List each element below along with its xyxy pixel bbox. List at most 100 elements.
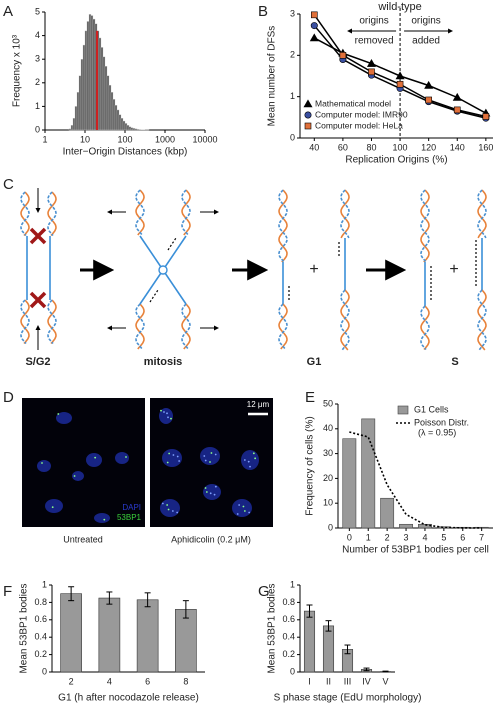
foci — [254, 457, 257, 460]
histogram-bar — [88, 14, 92, 131]
panel-label: D — [3, 389, 14, 406]
foci — [94, 456, 97, 459]
annotation: wild-type — [377, 1, 421, 13]
y-tick-label: 1 — [290, 91, 295, 101]
point — [452, 92, 462, 101]
stage-label: S/G2 — [25, 356, 50, 368]
nucleus — [94, 513, 110, 523]
x-axis-label: Number of 53BP1 bodies per cell — [342, 545, 489, 556]
legend-label: Computer model: IMR90 — [315, 109, 408, 119]
dna-strand — [20, 299, 30, 345]
stage-label: mitosis — [144, 356, 183, 368]
x-tick-label: 7 — [479, 532, 484, 542]
histogram-bar — [72, 117, 76, 131]
dna-strand — [20, 191, 30, 237]
y-axis-label: Mean 53BP1 bodies — [267, 583, 278, 673]
histogram-bar — [132, 128, 136, 131]
foci — [73, 475, 76, 477]
stain-label: 53BP1 — [117, 513, 142, 522]
nucleus — [203, 484, 221, 500]
foci — [204, 487, 207, 489]
foci — [168, 452, 171, 455]
y-tick-label: 0.4 — [282, 632, 295, 642]
histogram-bar — [98, 37, 102, 131]
nucleus — [37, 460, 51, 472]
scale-bar-label: 12 μm — [247, 400, 270, 409]
legend-marker — [304, 122, 312, 130]
annotation: origins — [359, 16, 388, 27]
histogram-bar — [104, 66, 108, 131]
x-axis-label: S phase stage (EdU morphology) — [274, 693, 422, 704]
y-tick-label: 0.2 — [282, 649, 295, 659]
point — [425, 96, 432, 104]
nucleus — [56, 412, 72, 424]
dna-strand — [340, 189, 350, 239]
foci — [214, 453, 217, 456]
histogram-bar — [134, 128, 138, 131]
y-tick-label: 10 — [323, 498, 333, 508]
histogram-bar — [90, 15, 94, 131]
y-tick-label: 0.4 — [34, 632, 47, 642]
dna-strand — [340, 289, 350, 351]
histogram-bar — [124, 123, 128, 131]
foci — [172, 454, 175, 456]
x-tick-label: 2 — [69, 676, 74, 686]
x-tick-label: V — [382, 676, 388, 686]
dna-strand — [420, 189, 430, 263]
dna-strand — [181, 189, 191, 236]
dna-strand — [420, 189, 430, 263]
foci — [249, 465, 251, 468]
nucleus — [232, 499, 252, 517]
foci — [166, 412, 168, 415]
bar — [342, 438, 357, 529]
foci — [170, 417, 172, 420]
histogram-bar — [114, 105, 118, 131]
nucleus — [45, 499, 63, 513]
legend-swatch — [397, 405, 409, 415]
annotation: removed — [355, 36, 394, 47]
dna-strand — [420, 305, 430, 351]
bar — [361, 418, 376, 529]
foci — [209, 461, 211, 463]
x-tick-label: 0 — [347, 532, 352, 542]
panel-label: C — [3, 176, 14, 193]
bar — [436, 526, 451, 529]
new-strand — [149, 289, 159, 303]
foci — [57, 413, 60, 415]
histogram-bar — [102, 56, 106, 131]
histogram-bar — [136, 129, 140, 131]
x-tick-label: 100 — [393, 142, 408, 152]
x-tick-label: 160 — [478, 142, 493, 152]
y-tick-label: 50 — [323, 398, 333, 408]
panel-label: F — [3, 583, 12, 600]
y-tick-label: 0.6 — [34, 614, 47, 624]
foci — [176, 511, 179, 514]
legend-note: (λ = 0.95) — [418, 427, 456, 437]
dna-strand — [278, 303, 288, 350]
y-axis-label: Frequency of cells (%) — [305, 416, 316, 515]
y-tick-label: 1 — [35, 101, 40, 111]
foci — [167, 416, 169, 419]
foci — [167, 508, 170, 511]
x-tick-label: 2 — [385, 532, 390, 542]
dna-strand — [477, 289, 487, 351]
foci — [243, 459, 246, 461]
dna-strand — [135, 189, 145, 236]
y-tick-label: 30 — [323, 448, 333, 458]
foci — [161, 502, 164, 505]
histogram-bar — [82, 44, 86, 131]
foci — [160, 409, 162, 412]
bar — [380, 497, 395, 529]
x-tick-label: 40 — [309, 142, 319, 152]
dna-strand — [278, 189, 288, 263]
legend-marker — [304, 111, 312, 119]
stage-label: G1 — [307, 356, 322, 368]
y-tick-label: 0 — [42, 666, 47, 676]
point — [453, 106, 461, 114]
point — [396, 80, 404, 88]
foci — [209, 492, 212, 495]
y-axis-label: Frequency x 10³ — [12, 34, 23, 107]
annotation: added — [412, 36, 440, 47]
